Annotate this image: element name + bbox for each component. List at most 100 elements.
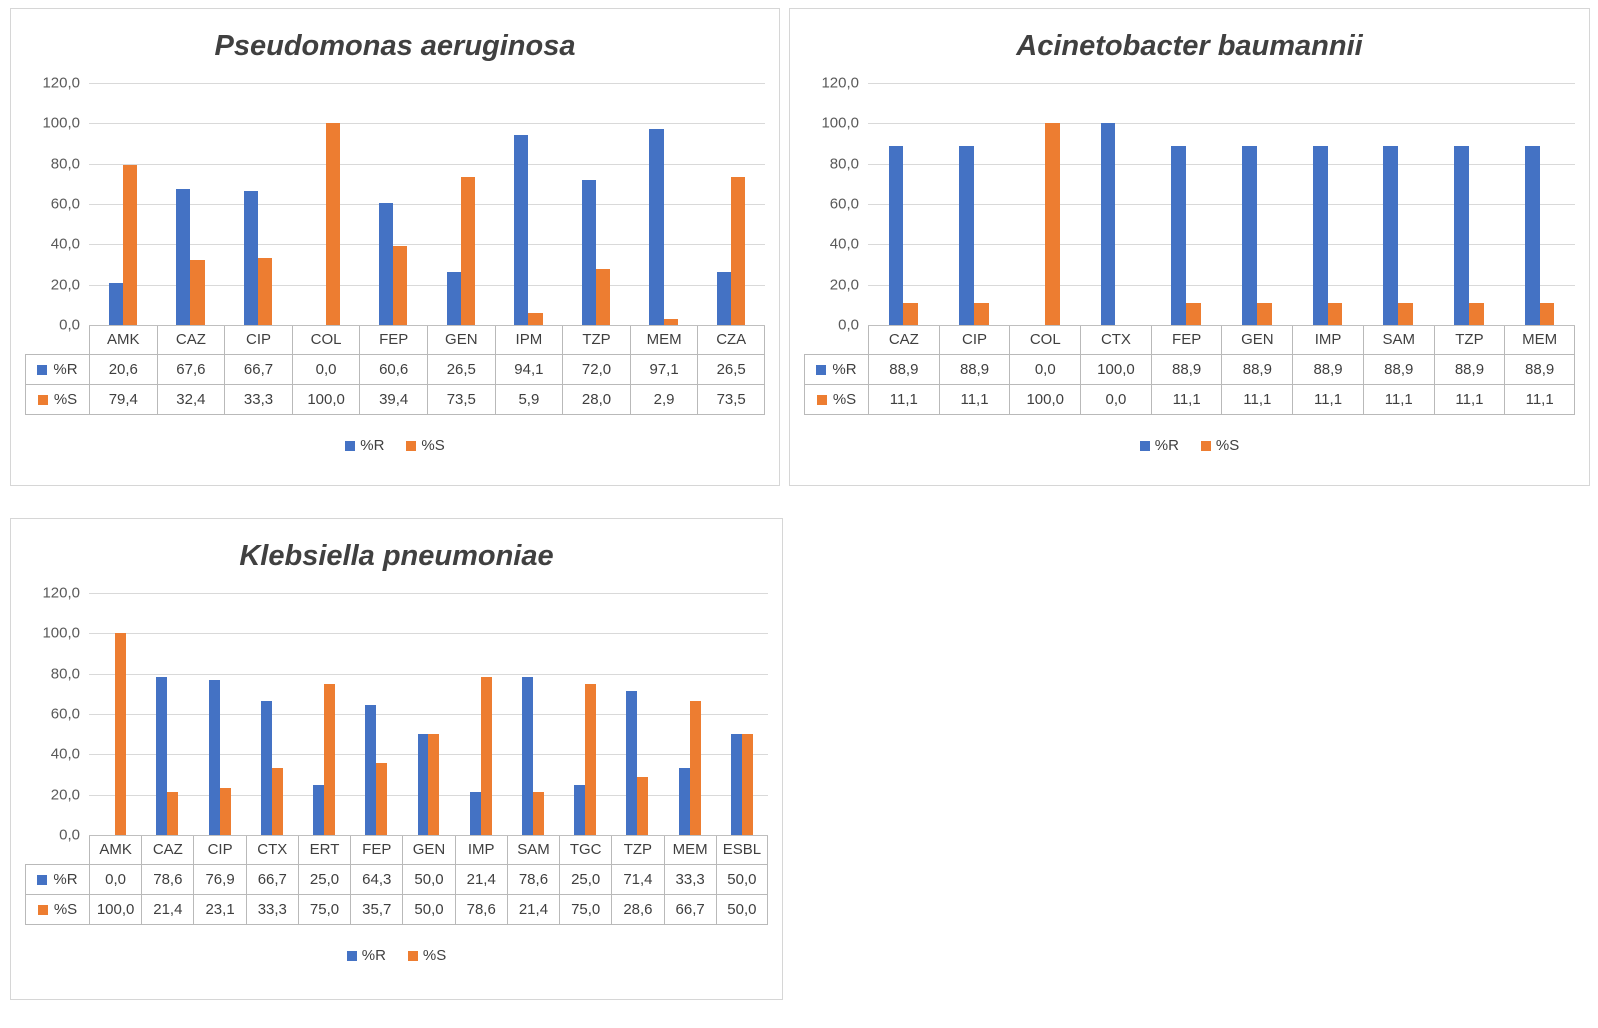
value-cell-r-imp: 21,4	[454, 865, 507, 895]
bar-r-ert	[313, 784, 325, 835]
y-tick-label: 120,0	[821, 74, 859, 92]
y-tick-label: 20,0	[50, 786, 80, 804]
bar-s-tgc	[585, 683, 597, 835]
series-key-swatch-icon	[37, 874, 48, 885]
series-key-swatch-icon	[37, 394, 48, 405]
category-label-mem: MEM	[1504, 325, 1575, 355]
series-key-s: %S	[804, 385, 868, 415]
bar-r-imp	[469, 791, 481, 835]
category-label-tzp: TZP	[1433, 325, 1505, 355]
bar-group-tzp	[611, 593, 663, 835]
bar-r-tzp	[1454, 145, 1469, 325]
value-cell-r-cip: 88,9	[938, 355, 1010, 385]
category-label-tgc: TGC	[559, 835, 612, 865]
y-tick-label: 80,0	[50, 665, 80, 683]
bar-s-tzp	[637, 777, 649, 835]
bar-s-caz	[903, 302, 919, 325]
y-axis: 0,0 20,0 40,0 60,0 80,0 100,0 120,0	[25, 75, 89, 334]
bar-s-tzp	[1468, 302, 1484, 325]
series-name: %S	[832, 391, 857, 408]
value-cell-s-fep: 11,1	[1150, 385, 1222, 415]
category-label-gen: GEN	[402, 835, 455, 865]
legend-item-r: %R	[1139, 437, 1179, 454]
gridline	[89, 123, 765, 125]
legend-swatch-icon	[407, 950, 418, 961]
bar-r-cza	[717, 271, 732, 325]
category-label-mem: MEM	[629, 325, 698, 355]
legend-item-s: %S	[1200, 437, 1239, 454]
gridline	[89, 633, 768, 635]
legend-item-r: %R	[345, 437, 384, 454]
bar-r-sam	[1383, 145, 1399, 325]
category-label-caz: CAZ	[868, 325, 939, 355]
value-cell-r-ipm: 94,1	[494, 355, 563, 385]
value-cell-r-mem: 97,1	[629, 355, 698, 385]
category-label-amk: AMK	[89, 325, 157, 355]
bar-group-ctx	[246, 593, 298, 835]
gridline	[868, 284, 1575, 286]
gridline	[868, 204, 1575, 205]
bar-s-ctx	[271, 767, 283, 835]
bar-group-mem	[664, 593, 716, 835]
table-corner	[25, 325, 89, 355]
y-tick-label: 60,0	[50, 705, 80, 723]
y-tick-label: 0,0	[838, 316, 859, 334]
y-tick-label: 80,0	[50, 155, 80, 173]
chart-legend: %R %S	[25, 437, 765, 454]
value-cell-s-imp: 11,1	[1292, 385, 1363, 415]
y-tick-label: 40,0	[829, 235, 859, 253]
value-cell-s-sam: 21,4	[506, 895, 560, 925]
bar-r-amk	[108, 283, 123, 325]
bar-group-mem	[1504, 83, 1575, 325]
series-key-swatch-icon	[816, 364, 827, 375]
bar-s-mem	[1539, 302, 1555, 325]
series-name: %S	[53, 391, 78, 408]
value-cell-s-caz: 11,1	[868, 385, 939, 415]
legend-label-s: %S	[421, 437, 445, 454]
value-cell-s-fep: 35,7	[350, 895, 403, 925]
value-cell-s-gen: 50,0	[402, 895, 455, 925]
category-label-caz: CAZ	[141, 835, 194, 865]
value-cell-r-caz: 88,9	[868, 355, 939, 385]
legend-label-r: %R	[1154, 437, 1179, 454]
category-label-cip: CIP	[193, 835, 246, 865]
value-cell-s-mem: 11,1	[1504, 385, 1575, 415]
bar-s-esbl	[741, 734, 753, 835]
legend-swatch-icon	[1200, 440, 1211, 451]
bar-s-gen	[428, 734, 440, 835]
series-name: %R	[832, 361, 857, 378]
bar-r-caz	[156, 676, 168, 835]
value-cell-r-gen: 26,5	[426, 355, 495, 385]
bar-s-cip	[974, 302, 989, 325]
bar-groups	[89, 593, 768, 835]
category-label-ert: ERT	[297, 835, 351, 865]
value-cell-r-tgc: 25,0	[559, 865, 612, 895]
value-cell-s-gen: 73,5	[426, 385, 495, 415]
bar-group-gen	[1221, 83, 1292, 325]
value-cell-r-fep: 64,3	[350, 865, 403, 895]
bar-group-sam	[507, 593, 559, 835]
bar-s-cip	[219, 788, 231, 835]
bar-group-amk	[89, 83, 157, 325]
y-tick-label: 40,0	[50, 745, 80, 763]
x-axis-line	[89, 325, 765, 326]
bar-group-caz	[141, 593, 193, 835]
value-cell-r-ctx: 100,0	[1080, 355, 1151, 385]
bar-group-gen	[402, 593, 454, 835]
bar-r-tzp	[626, 691, 638, 835]
y-axis: 0,0 20,0 40,0 60,0 80,0 100,0 120,0	[25, 585, 89, 844]
value-cell-r-caz: 67,6	[156, 355, 225, 385]
category-label-col: COL	[291, 325, 360, 355]
chart-legend: %R %S	[804, 437, 1575, 454]
series-name: %R	[53, 361, 78, 378]
value-cell-r-amk: 20,6	[89, 355, 157, 385]
bar-s-imp	[1327, 302, 1343, 325]
value-cell-r-mem: 88,9	[1504, 355, 1575, 385]
data-table: AMK CAZ CIP COL FEP GEN IPM TZP MEM CZA %R 20,6 67,6…	[25, 325, 765, 415]
value-cell-s-tzp: 11,1	[1433, 385, 1505, 415]
y-tick-label: 0,0	[59, 826, 80, 844]
legend-swatch-icon	[346, 950, 357, 961]
bar-group-mem	[630, 83, 698, 325]
bar-group-imp	[1292, 83, 1363, 325]
chart-legend: %R %S	[25, 947, 768, 964]
